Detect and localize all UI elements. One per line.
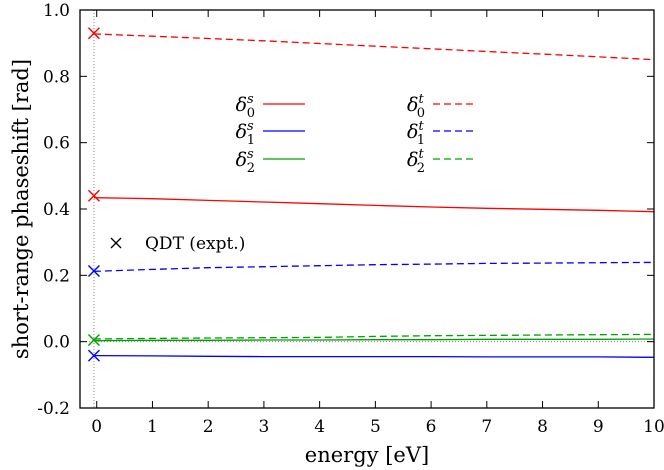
x-tick-label: 10 — [643, 417, 664, 437]
legend-qdt-label: QDT (expt.) — [145, 234, 245, 254]
qdt-marker-4 — [87, 349, 100, 362]
x-tick-label: 8 — [537, 417, 548, 437]
series-lines — [93, 33, 655, 358]
qdt-marker-1 — [87, 189, 100, 202]
legend-entry-δ1s: δs 1 — [236, 119, 305, 148]
y-tick-label: 0.6 — [43, 134, 70, 154]
qdt-markers — [87, 27, 100, 362]
qdt-marker-3 — [87, 334, 100, 347]
x-tick-label: 5 — [370, 417, 381, 437]
x-tick-label: 0 — [91, 417, 102, 437]
x-tick-label: 1 — [147, 417, 158, 437]
y-tick-label: -0.2 — [37, 399, 70, 419]
y-tick-label: 0.8 — [43, 67, 70, 87]
y-tick-label: 1.0 — [43, 1, 70, 21]
x-tick-label: 4 — [314, 417, 325, 437]
qdt-marker-stroke — [87, 189, 100, 202]
x-tick-label: 2 — [203, 417, 214, 437]
tick-labels: 0 1 2 3 4 5 6 7 8 9 10 -0.2 0.0 0.2 0.4 0.6 0.8 1.0 — [37, 1, 664, 437]
legend-entry-δ1t: δt 1 — [407, 119, 475, 148]
y-tick-label: 0.2 — [43, 266, 70, 286]
y-tick-label: 0.4 — [43, 200, 70, 220]
legend-entry-qdt: QDT (expt.) — [110, 234, 245, 254]
legend: δs 0δs 1δs 2 δt 0δt 1δt 2 QDT (expt.) — [110, 92, 475, 254]
legend-label: δt 0 — [407, 92, 425, 121]
series-δ1t-line — [93, 261, 655, 273]
qdt-marker-0 — [87, 27, 100, 40]
series-δ2t-line — [93, 333, 655, 340]
x-axis-label: energy [eV] — [305, 443, 429, 467]
axis-ticks — [80, 9, 655, 409]
y-tick-label: 0.0 — [43, 333, 70, 353]
legend-qdt-marker — [110, 237, 122, 249]
qdt-marker-stroke — [87, 334, 100, 347]
x-tick-label: 7 — [481, 417, 492, 437]
qdt-marker-stroke — [87, 349, 100, 362]
qdt-marker-stroke — [87, 265, 100, 278]
legend-entry-δ2t: δt 2 — [407, 147, 475, 176]
series-δ0s-line — [93, 197, 655, 213]
series-δ2s-line — [93, 338, 655, 342]
legend-entry-δ0s: δs 0 — [236, 92, 305, 121]
legend-label: δt 2 — [407, 147, 425, 176]
plot-frame — [79, 9, 655, 409]
x-tick-label: 6 — [426, 417, 437, 437]
qdt-marker-stroke — [87, 27, 100, 40]
series-δ1s-line — [93, 354, 655, 358]
legend-label: δt 1 — [407, 119, 425, 148]
legend-label: δs 1 — [236, 119, 255, 148]
legend-label: δs 2 — [236, 147, 255, 176]
legend-entry-δ2s: δs 2 — [236, 147, 305, 176]
qdt-marker-2 — [87, 265, 100, 278]
reference-lines — [80, 10, 654, 408]
y-axis-label: short-range phaseshift [rad] — [9, 59, 33, 359]
legend-label: δs 0 — [236, 92, 255, 121]
legend-entry-δ0t: δt 0 — [407, 92, 475, 121]
x-tick-label: 9 — [593, 417, 604, 437]
series-δ0t-line — [93, 33, 655, 61]
x-tick-label: 3 — [258, 417, 269, 437]
